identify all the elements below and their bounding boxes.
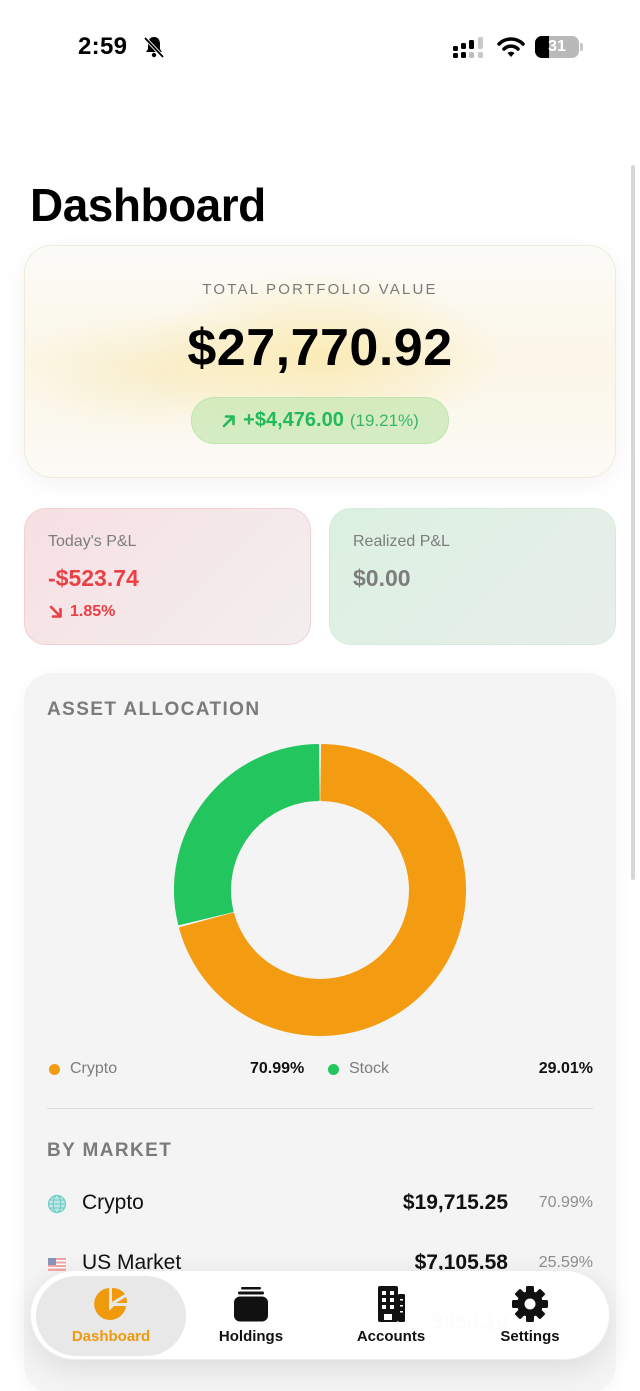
- change-amount: +$4,476.00: [243, 409, 344, 431]
- todays-pnl-percent: 1.85%: [70, 603, 116, 620]
- market-percent: 25.59%: [538, 1254, 593, 1271]
- todays-pnl-change: 1.85%: [48, 603, 115, 621]
- legend-value-crypto: 70.99%: [250, 1060, 305, 1077]
- stock-legend-dot: [328, 1064, 339, 1075]
- globe-icon: [47, 1194, 67, 1214]
- tab-bar: Dashboard Holdings Accounts: [30, 1270, 610, 1360]
- page-title: Dashboard: [30, 179, 266, 231]
- portfolio-value: $27,770.92: [187, 319, 453, 377]
- market-percent: 70.99%: [538, 1194, 593, 1211]
- tab-label: Dashboard: [71, 1328, 151, 1345]
- arrow-up-right-icon: [222, 414, 235, 427]
- tab-label: Accounts: [356, 1328, 426, 1345]
- pie-chart-icon: [94, 1287, 128, 1320]
- market-value: $19,715.25: [402, 1191, 508, 1214]
- us-flag-icon: [48, 1258, 66, 1271]
- portfolio-change-badge: +$4,476.00 (19.21%): [191, 397, 449, 444]
- status-bar: 2:59 31: [0, 0, 640, 100]
- by-market-title: BY MARKET: [47, 1140, 173, 1161]
- todays-pnl-label: Today's P&L: [48, 533, 137, 550]
- legend-value-stock: 29.01%: [538, 1060, 593, 1077]
- realized-pnl-card[interactable]: Realized P&L $0.00: [329, 508, 616, 645]
- donut-segment-crypto[interactable]: [179, 744, 466, 1036]
- tab-label: Settings: [500, 1328, 560, 1345]
- market-value: $7,105.58: [414, 1251, 508, 1274]
- change-percent: (19.21%): [349, 410, 419, 430]
- market-name: US Market: [82, 1251, 182, 1274]
- battery-icon: 31: [535, 36, 583, 58]
- battery-level: 31: [548, 38, 566, 55]
- portfolio-label: TOTAL PORTFOLIO VALUE: [202, 281, 438, 298]
- legend-label-crypto: Crypto: [70, 1060, 118, 1077]
- scrollbar[interactable]: [631, 165, 635, 880]
- stack-icon: [234, 1287, 268, 1322]
- allocation-legend: Crypto 70.99% Stock 29.01%: [47, 1058, 593, 1080]
- tab-label: Holdings: [218, 1328, 284, 1345]
- wifi-icon: [497, 37, 525, 57]
- gear-icon: [512, 1286, 548, 1322]
- tab-settings[interactable]: Settings: [455, 1276, 605, 1356]
- allocation-donut-chart[interactable]: [174, 744, 466, 1036]
- market-name: Crypto: [82, 1191, 144, 1214]
- signal-icon: [453, 37, 483, 58]
- status-time: 2:59: [78, 33, 128, 60]
- market-row-crypto[interactable]: Crypto $19,715.25 70.99%: [47, 1189, 593, 1219]
- todays-pnl-card[interactable]: Today's P&L -$523.74 1.85%: [24, 508, 311, 645]
- portfolio-value-card[interactable]: TOTAL PORTFOLIO VALUE $27,770.92 +$4,476…: [24, 245, 616, 478]
- tab-accounts[interactable]: Accounts: [316, 1276, 466, 1356]
- crypto-legend-dot: [49, 1064, 60, 1075]
- tab-holdings[interactable]: Holdings: [176, 1276, 326, 1356]
- asset-allocation-title: ASSET ALLOCATION: [47, 699, 261, 720]
- tab-dashboard[interactable]: Dashboard: [36, 1276, 186, 1356]
- bell-slash-icon: [143, 36, 165, 59]
- market-row-us[interactable]: US Market $7,105.58 25.59%: [47, 1249, 593, 1279]
- building-icon: [378, 1286, 405, 1322]
- realized-pnl-label: Realized P&L: [353, 533, 450, 550]
- donut-segment-stock[interactable]: [174, 744, 320, 926]
- legend-label-stock: Stock: [349, 1060, 390, 1077]
- divider: [47, 1108, 593, 1109]
- arrow-down-right-icon: [49, 605, 62, 618]
- realized-pnl-value: $0.00: [353, 565, 411, 591]
- todays-pnl-value: -$523.74: [48, 565, 139, 591]
